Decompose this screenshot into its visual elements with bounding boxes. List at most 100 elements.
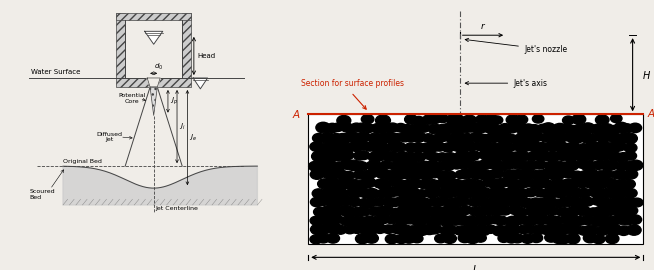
Circle shape [566,234,580,244]
Circle shape [485,171,497,179]
Circle shape [449,198,462,208]
Circle shape [521,124,535,134]
Circle shape [443,188,456,198]
Circle shape [494,187,507,196]
Circle shape [569,133,583,144]
Circle shape [366,161,378,170]
Circle shape [375,168,389,178]
Circle shape [541,123,556,133]
Circle shape [515,115,528,124]
Circle shape [370,161,382,171]
Circle shape [526,141,540,151]
Circle shape [612,141,626,151]
Circle shape [568,197,582,207]
Circle shape [546,131,560,141]
Circle shape [606,216,620,226]
Circle shape [422,115,436,124]
Circle shape [389,162,402,170]
Circle shape [536,177,549,187]
Bar [116,78,191,87]
Circle shape [477,225,490,235]
Circle shape [413,116,424,125]
Circle shape [475,234,487,242]
Circle shape [553,187,567,198]
Circle shape [600,205,614,216]
Circle shape [337,116,351,126]
Text: Scoured
Bed: Scoured Bed [29,189,55,200]
Circle shape [493,132,508,143]
Circle shape [451,115,464,125]
Circle shape [460,206,472,214]
Circle shape [516,132,529,142]
Circle shape [596,216,611,226]
Circle shape [568,179,580,188]
Circle shape [513,214,526,224]
Circle shape [565,160,579,170]
Circle shape [443,234,456,243]
Circle shape [310,216,322,225]
Circle shape [579,171,592,179]
Circle shape [522,216,534,225]
Circle shape [475,115,489,124]
Circle shape [506,196,520,207]
Circle shape [514,169,526,178]
Circle shape [568,188,582,198]
Circle shape [506,234,517,243]
Circle shape [553,170,566,179]
Circle shape [543,215,556,225]
Circle shape [596,115,609,125]
Circle shape [505,187,520,198]
Circle shape [602,188,616,198]
Circle shape [343,171,354,180]
Circle shape [404,215,417,224]
Circle shape [485,225,496,233]
Circle shape [456,215,470,225]
Circle shape [446,114,461,125]
Circle shape [598,160,611,169]
Circle shape [433,216,444,224]
Circle shape [581,197,594,206]
Circle shape [390,187,402,196]
Circle shape [472,123,487,134]
Circle shape [507,170,521,180]
Circle shape [619,133,631,142]
Circle shape [625,151,636,160]
Circle shape [546,170,559,179]
Circle shape [462,115,477,126]
Circle shape [487,189,500,198]
Circle shape [600,124,614,134]
Circle shape [358,141,370,150]
Circle shape [584,178,598,188]
Circle shape [564,133,576,141]
Circle shape [390,153,402,162]
Circle shape [600,150,613,160]
Circle shape [525,188,537,197]
Circle shape [577,188,591,198]
Circle shape [328,207,341,217]
Circle shape [506,115,520,125]
Circle shape [322,188,336,198]
Circle shape [470,170,483,180]
Circle shape [373,224,386,233]
Circle shape [619,187,633,197]
Circle shape [357,132,370,141]
Circle shape [505,216,520,227]
Circle shape [354,151,366,160]
Circle shape [449,215,462,225]
Circle shape [604,179,618,188]
Circle shape [435,197,447,206]
Circle shape [577,144,589,152]
Circle shape [617,153,630,161]
Circle shape [440,226,452,235]
Circle shape [462,224,476,235]
Circle shape [625,189,637,198]
Circle shape [445,208,457,216]
Circle shape [589,188,600,197]
Circle shape [454,151,468,162]
Circle shape [464,216,477,225]
Circle shape [476,206,489,215]
Circle shape [565,142,580,153]
Circle shape [580,133,594,143]
Circle shape [426,160,438,169]
Circle shape [366,169,378,178]
